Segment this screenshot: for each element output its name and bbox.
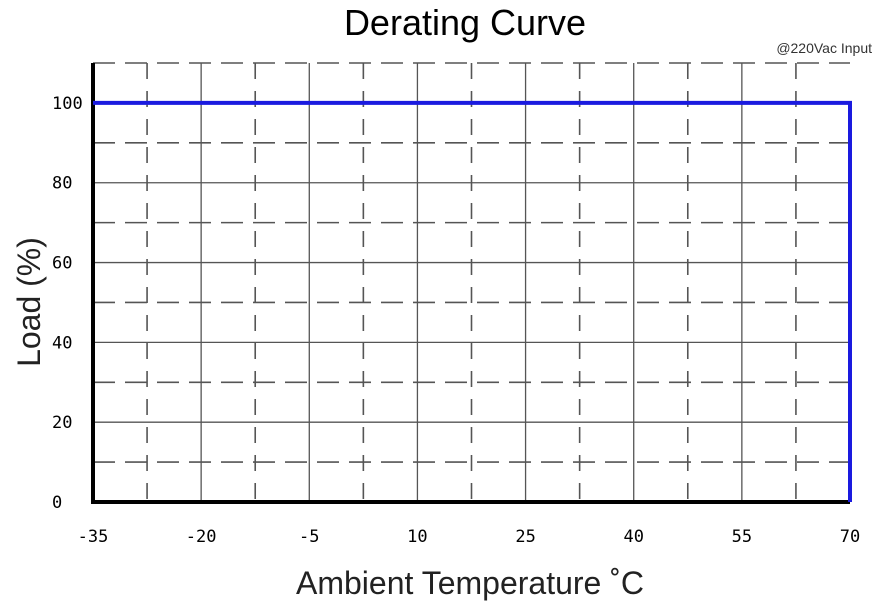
x-tick-label: 10 — [407, 527, 427, 547]
x-tick-label: 55 — [732, 527, 752, 547]
x-tick-label: -5 — [299, 527, 319, 547]
x-tick-label: 40 — [623, 527, 643, 547]
series-line-0 — [93, 100, 852, 502]
x-tick-label: 25 — [515, 527, 535, 547]
y-tick-label: 80 — [52, 174, 72, 194]
x-axis-title: Ambient Temperature ˚C — [296, 565, 644, 601]
y-tick-label: 100 — [52, 94, 83, 114]
y-axis-title: Load (%) — [11, 237, 47, 367]
chart-subtitle: @220Vac Input — [776, 40, 872, 56]
y-tick-label: 40 — [52, 333, 72, 353]
x-tick-labels: -35 -20 -5 10 25 40 55 70 — [78, 527, 861, 547]
y-tick-label: 20 — [52, 413, 72, 433]
chart-title: Derating Curve — [343, 2, 587, 43]
y-tick-label: 0 — [52, 493, 62, 513]
y-tick-label: 60 — [52, 254, 72, 274]
series-layer — [93, 100, 852, 502]
axes — [91, 63, 850, 504]
x-tick-label: 70 — [840, 527, 860, 547]
y-tick-labels: 0 20 40 60 80 100 — [52, 94, 83, 513]
x-tick-label: -20 — [186, 527, 217, 547]
x-tick-label: -35 — [78, 527, 109, 547]
grid — [93, 62, 850, 502]
